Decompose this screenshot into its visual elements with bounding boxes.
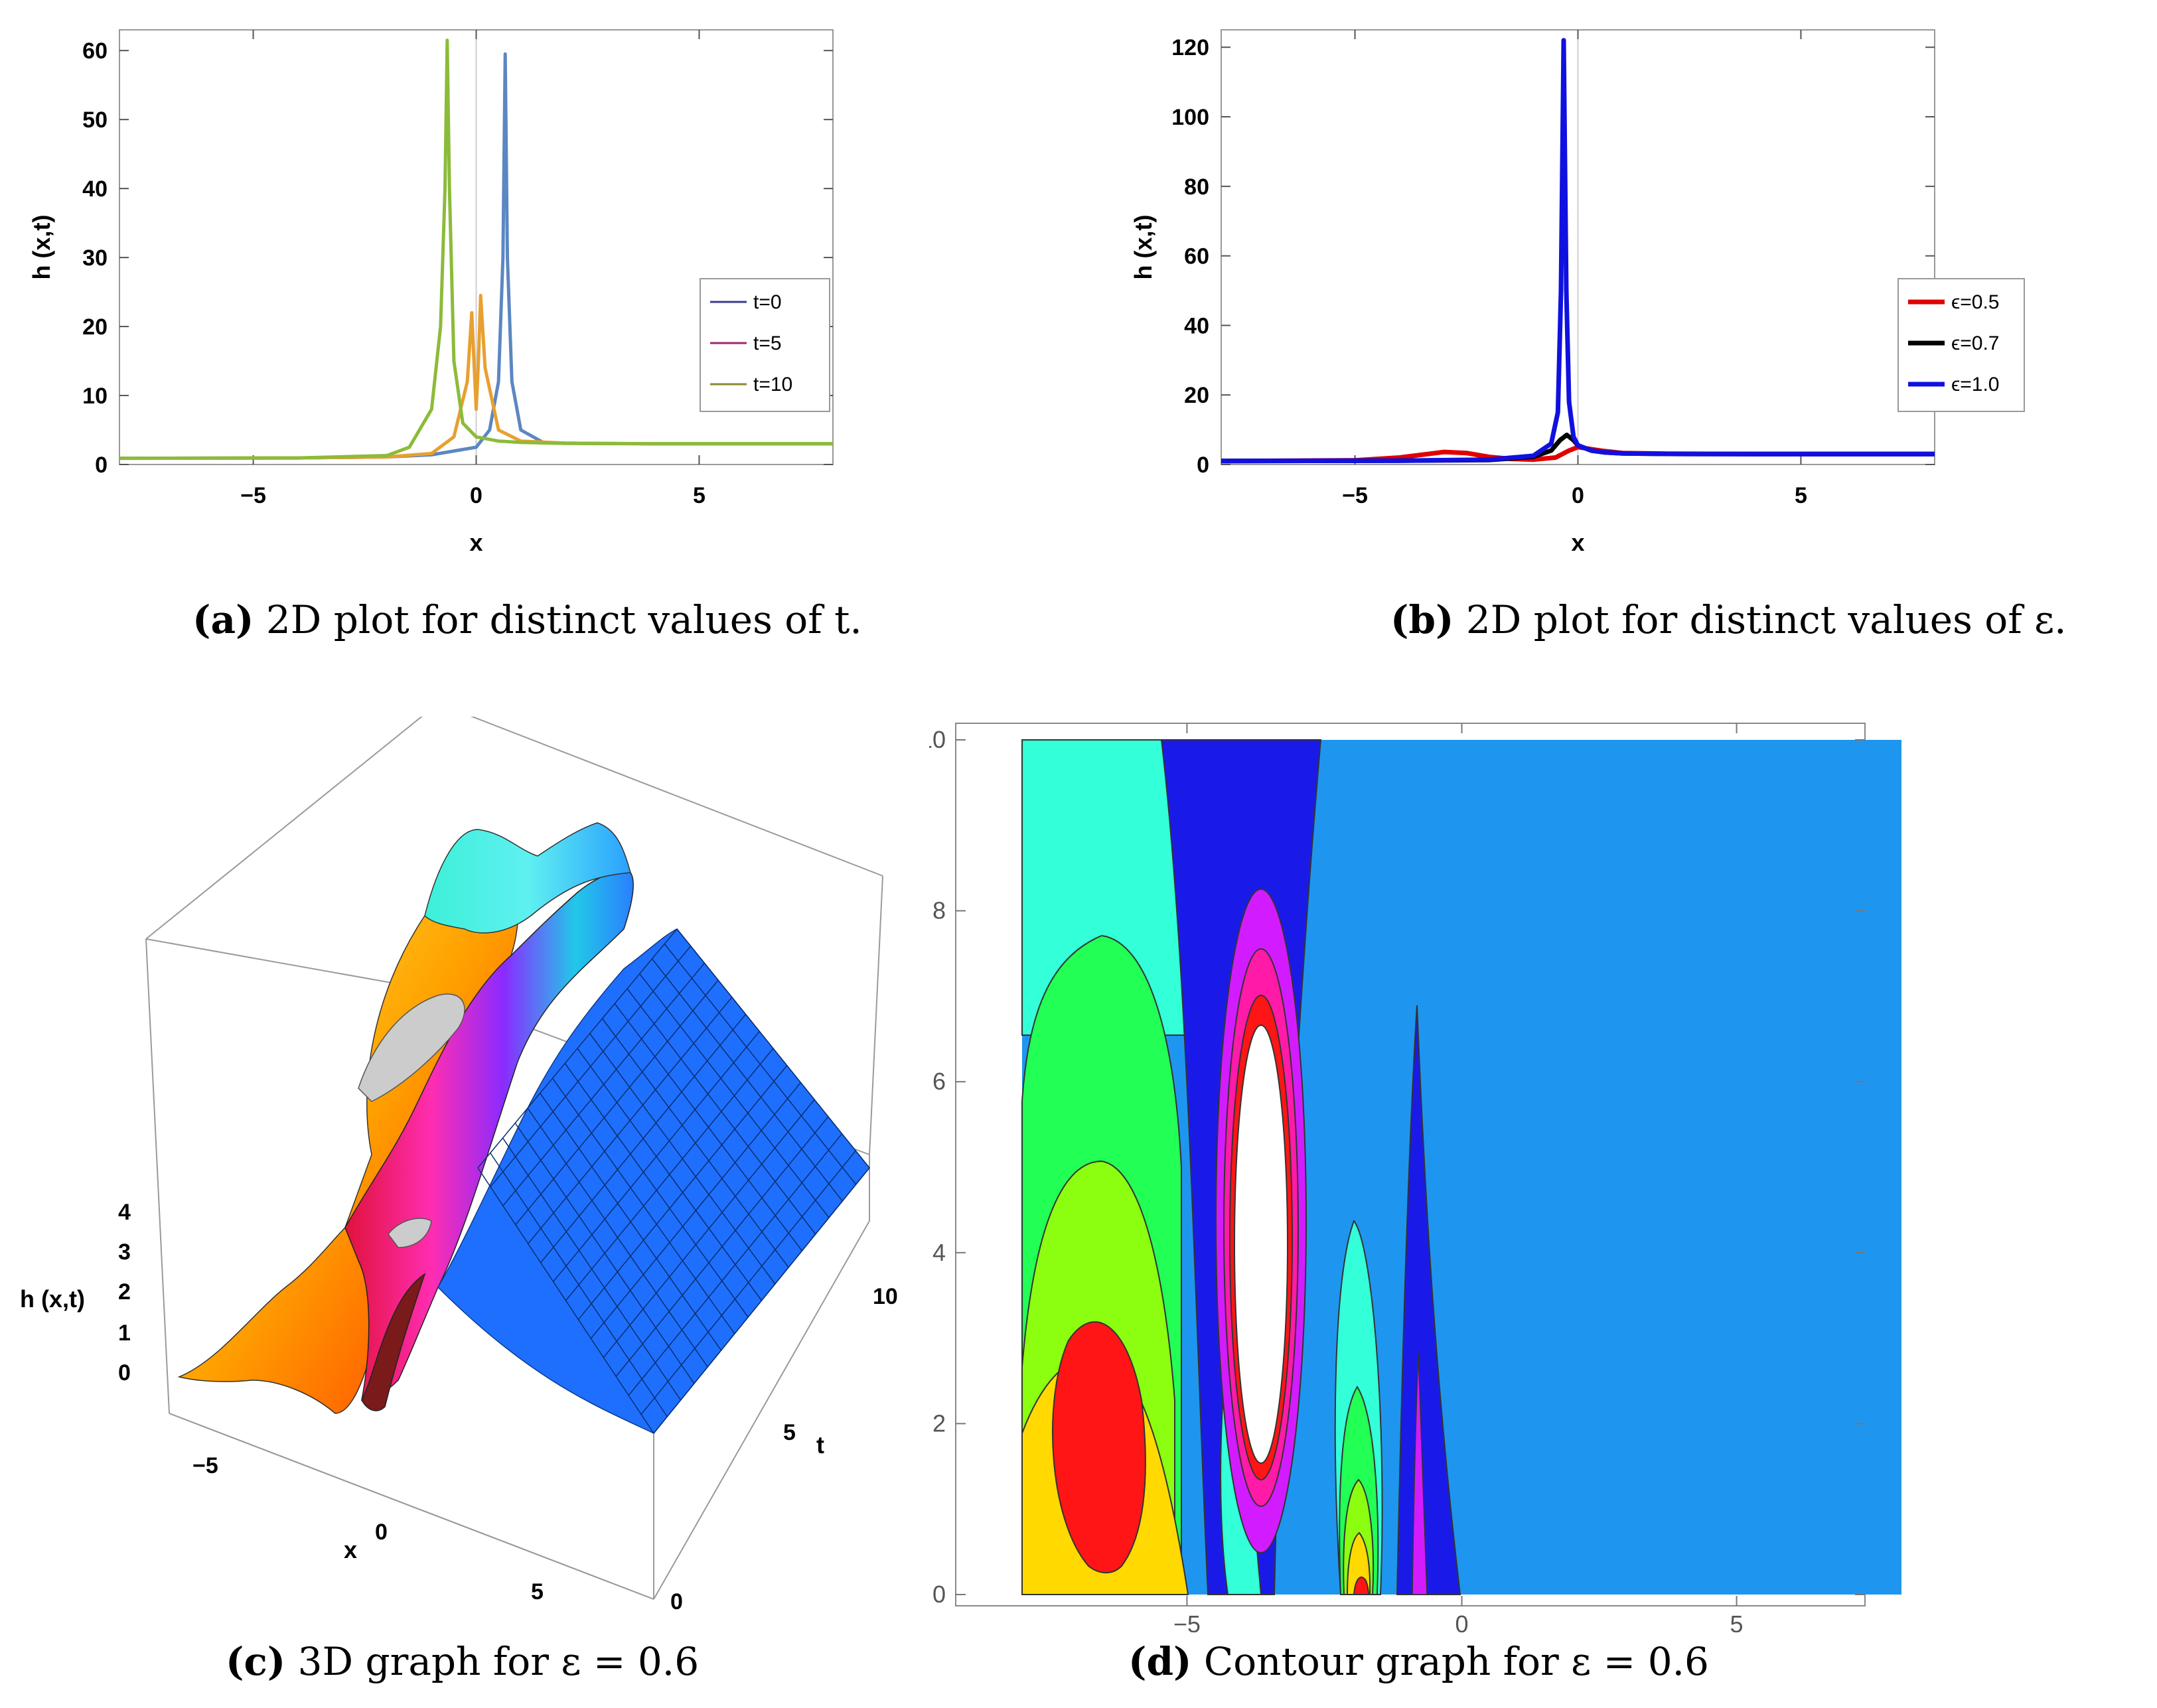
x-tick-label: −5	[1173, 1610, 1201, 1632]
chart-a: 0 10 20 30 40 50 60 −5 0 5 x h (x,t) t=0 t=5 t=10	[28, 29, 834, 556]
x-tick-0: 0	[375, 1520, 388, 1545]
x-tick-label: 0	[1455, 1610, 1468, 1632]
surface-gap-lower	[388, 1218, 432, 1248]
y-tick-label: 4	[932, 1239, 946, 1266]
mesh-line-x	[552, 1031, 760, 1282]
z-axis-label: h (x,t)	[20, 1285, 85, 1313]
mesh-line-x	[653, 1167, 870, 1434]
mesh-line-x	[565, 1048, 774, 1301]
y-tick-label: 20	[82, 315, 108, 340]
y-tick-label: 0	[1197, 453, 1209, 478]
y-tick-label: 60	[82, 38, 108, 64]
y-tick-label: 2	[932, 1409, 946, 1437]
y-tick-label: 10	[929, 726, 946, 753]
y-tick-label: 40	[1184, 313, 1209, 338]
t-tick-5: 5	[783, 1420, 796, 1445]
x-tick-label: 0	[470, 483, 483, 508]
surface-back-crest	[424, 822, 631, 934]
y-tick-label: 30	[82, 246, 108, 271]
contour-red-left	[1052, 1321, 1146, 1574]
y-axis-label: h (x,t)	[28, 215, 55, 280]
legend-box	[700, 278, 830, 412]
y-tick-label: 50	[82, 107, 108, 133]
mesh-line-x	[477, 928, 678, 1169]
y-tick-label: 6	[932, 1068, 946, 1095]
y-tick-label: 60	[1184, 244, 1209, 269]
axis-ticks: −5 0 5 0 2 4 6 8 10	[929, 723, 1865, 1632]
series-line-ϵ=1.0	[1221, 38, 1935, 464]
chart-d-contour: −5 0 5 0 2 4 6 8 10	[929, 723, 1901, 1632]
t-axis-label: t	[816, 1431, 824, 1459]
mesh-line-x	[490, 946, 692, 1188]
x-tick-label: 5	[693, 483, 706, 508]
t-tick-10: 10	[873, 1284, 898, 1309]
mesh-line-x	[615, 1116, 829, 1377]
y-tick-label: 10	[82, 384, 108, 409]
caption-a: (a) 2D plot for distinct values of t.	[192, 597, 862, 642]
z-tick-1: 1	[118, 1320, 131, 1346]
y-tick-label: 0	[932, 1581, 946, 1608]
contour-darkblue-spike	[1396, 1005, 1461, 1595]
caption-c: (c) 3D graph for ε = 0.6	[226, 1639, 700, 1684]
surface-dip	[361, 1273, 426, 1411]
x-tick-label: 0	[1572, 483, 1584, 508]
mesh-line-x	[628, 1133, 843, 1396]
chart-b: 0 20 40 60 80 100 120 −5 0 5 x h (x,t) ϵ=0.5 ϵ=0.7 ϵ=1…	[1130, 29, 2025, 556]
series-line-t=10	[119, 38, 833, 461]
legend-entry: t=0	[753, 291, 782, 313]
x-axis-label: x	[344, 1536, 357, 1563]
mesh-line-x	[590, 1082, 802, 1339]
x-tick-neg5: −5	[192, 1453, 218, 1478]
legend-entry: t=5	[753, 332, 782, 354]
contour-red-right-lobe	[1353, 1576, 1370, 1595]
legend-entry: ϵ=0.5	[1951, 291, 1999, 313]
surface	[177, 822, 870, 1434]
z-tick-2: 2	[118, 1279, 131, 1305]
chart-c-3d-surface: 4 3 2 1 0 h (x,t) −5 0 5 x 0 5 10 t	[20, 717, 898, 1614]
y-tick-label: 8	[932, 897, 946, 924]
surface-flat-plane	[437, 928, 870, 1434]
legend-entry: ϵ=1.0	[1951, 374, 1999, 395]
surface-mesh	[477, 928, 870, 1434]
x-tick-label: 5	[1730, 1610, 1744, 1632]
y-axis-label: h (x,t)	[1130, 215, 1157, 280]
legend-entry: ϵ=0.7	[1951, 332, 1999, 354]
y-tick-label: 80	[1184, 175, 1209, 200]
x-tick-label: −5	[240, 483, 266, 508]
contour-purple-spike	[1412, 1353, 1428, 1595]
x-tick-label: −5	[1342, 483, 1368, 508]
mesh-line-x	[528, 997, 733, 1244]
mesh-line-x	[540, 1014, 747, 1263]
y-tick-label: 120	[1171, 35, 1209, 60]
mesh-line-x	[515, 979, 719, 1226]
z-tick-4: 4	[118, 1200, 131, 1225]
x-axis-label: x	[469, 529, 483, 556]
y-tick-label: 40	[82, 177, 108, 202]
t-tick-0: 0	[670, 1589, 683, 1614]
caption-b: (b) 2D plot for distinct values of ε.	[1390, 597, 2067, 642]
y-tick-label: 100	[1171, 105, 1209, 130]
y-tick-label: 20	[1184, 383, 1209, 408]
legend-entry: t=10	[753, 374, 792, 395]
x-tick-label: 5	[1795, 483, 1807, 508]
surface-gap-upper	[358, 993, 465, 1102]
y-tick-label: 0	[95, 453, 108, 478]
mesh-line-x	[640, 1150, 856, 1415]
x-tick-5: 5	[531, 1579, 544, 1604]
z-tick-3: 3	[118, 1240, 131, 1265]
mesh-line-x	[603, 1099, 815, 1358]
contour-white-ellipse	[1234, 1025, 1288, 1464]
z-tick-0: 0	[118, 1360, 131, 1386]
x-axis-label: x	[1571, 529, 1584, 556]
caption-d: (d) Contour graph for ε = 0.6	[1128, 1639, 1709, 1684]
mesh-line-x	[502, 962, 706, 1206]
mesh-line-x	[577, 1065, 788, 1320]
